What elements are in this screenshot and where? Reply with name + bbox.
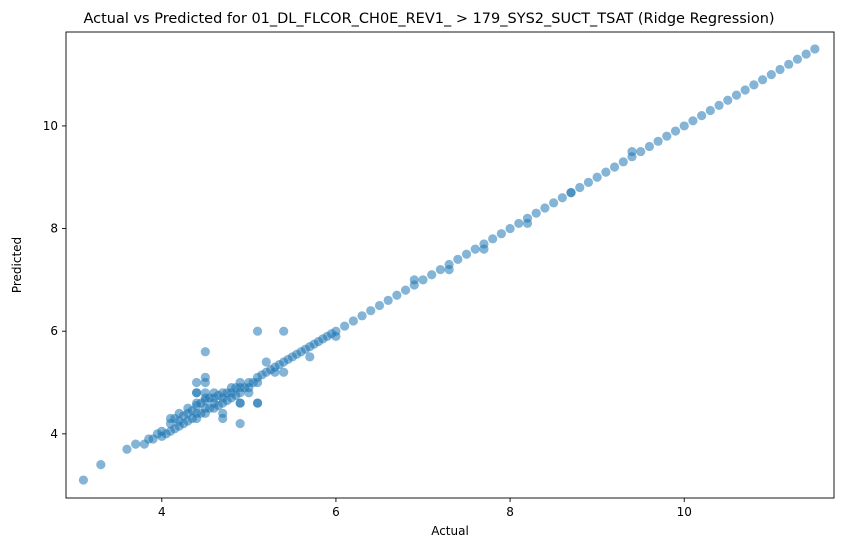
data-point [78,475,89,485]
data-point [418,275,428,285]
data-point [601,167,611,177]
data-point [618,157,628,167]
data-point [575,182,585,193]
y-tick-label: 8 [50,222,58,236]
data-point [444,265,454,275]
data-point [96,460,106,470]
y-tick-label: 10 [43,119,58,133]
data-point [383,295,393,306]
points-layer [78,44,820,485]
data-point [522,218,533,229]
data-point [235,398,245,408]
data-point [801,49,811,59]
data-point [305,352,315,362]
data-point [775,64,785,75]
data-point [723,95,733,105]
data-point [557,193,567,203]
chart-title: Actual vs Predicted for 01_DL_FLCOR_CH0E… [83,11,774,27]
data-point [679,121,689,131]
data-point [749,80,759,90]
data-point [540,203,550,213]
data-point [279,326,289,336]
x-axis: 4 6 8 10 [158,498,692,519]
data-point [366,306,376,316]
data-point [714,100,724,110]
data-point [218,413,228,424]
data-point [505,223,515,234]
data-point [340,321,350,331]
data-point [392,290,402,300]
data-point [496,229,506,239]
data-point [279,367,289,377]
data-point [200,372,210,382]
x-axis-label: Actual [431,524,469,538]
data-point [479,244,489,254]
data-point [244,388,254,398]
data-point [792,54,803,64]
x-tick-label: 8 [506,505,514,519]
y-tick-label: 4 [50,427,58,441]
data-point [453,254,463,264]
data-point [192,388,202,398]
data-point [627,146,637,157]
data-point [331,331,341,341]
data-point [758,75,768,85]
data-point [644,141,655,152]
y-tick-label: 6 [50,324,58,338]
data-point [705,105,715,116]
x-tick-label: 10 [677,505,692,519]
data-point [592,172,602,182]
data-point [122,444,132,454]
data-point [740,85,750,95]
data-point [461,249,472,259]
data-point [514,218,524,229]
data-point [470,244,480,254]
data-point [731,90,742,100]
plot-frame [65,31,835,499]
data-point [766,70,776,80]
y-axis-label: Predicted [10,237,24,293]
data-point [261,357,271,367]
data-point [427,270,437,280]
x-tick-label: 4 [158,505,166,519]
data-point [270,367,280,377]
data-point [435,265,446,275]
data-point [670,126,681,136]
data-point [400,285,411,295]
data-point [609,162,620,172]
data-point [583,177,594,187]
data-point [357,311,367,321]
data-point [653,136,663,146]
data-point [131,439,141,449]
data-point [549,198,559,208]
data-point [662,131,672,141]
data-point [235,418,245,429]
data-point [192,377,202,388]
data-point [531,208,541,218]
data-point [374,300,385,311]
data-point [636,146,646,157]
data-point [810,44,820,54]
data-point [697,111,707,121]
y-axis: 4 6 8 10 [43,119,66,441]
data-point [488,234,498,244]
data-point [348,316,358,326]
data-point [409,275,419,285]
x-tick-label: 6 [332,505,340,519]
data-point [252,326,263,336]
data-point [566,188,576,198]
data-point [252,398,263,408]
data-point [688,116,698,126]
data-point [784,59,794,69]
data-point [200,347,210,357]
